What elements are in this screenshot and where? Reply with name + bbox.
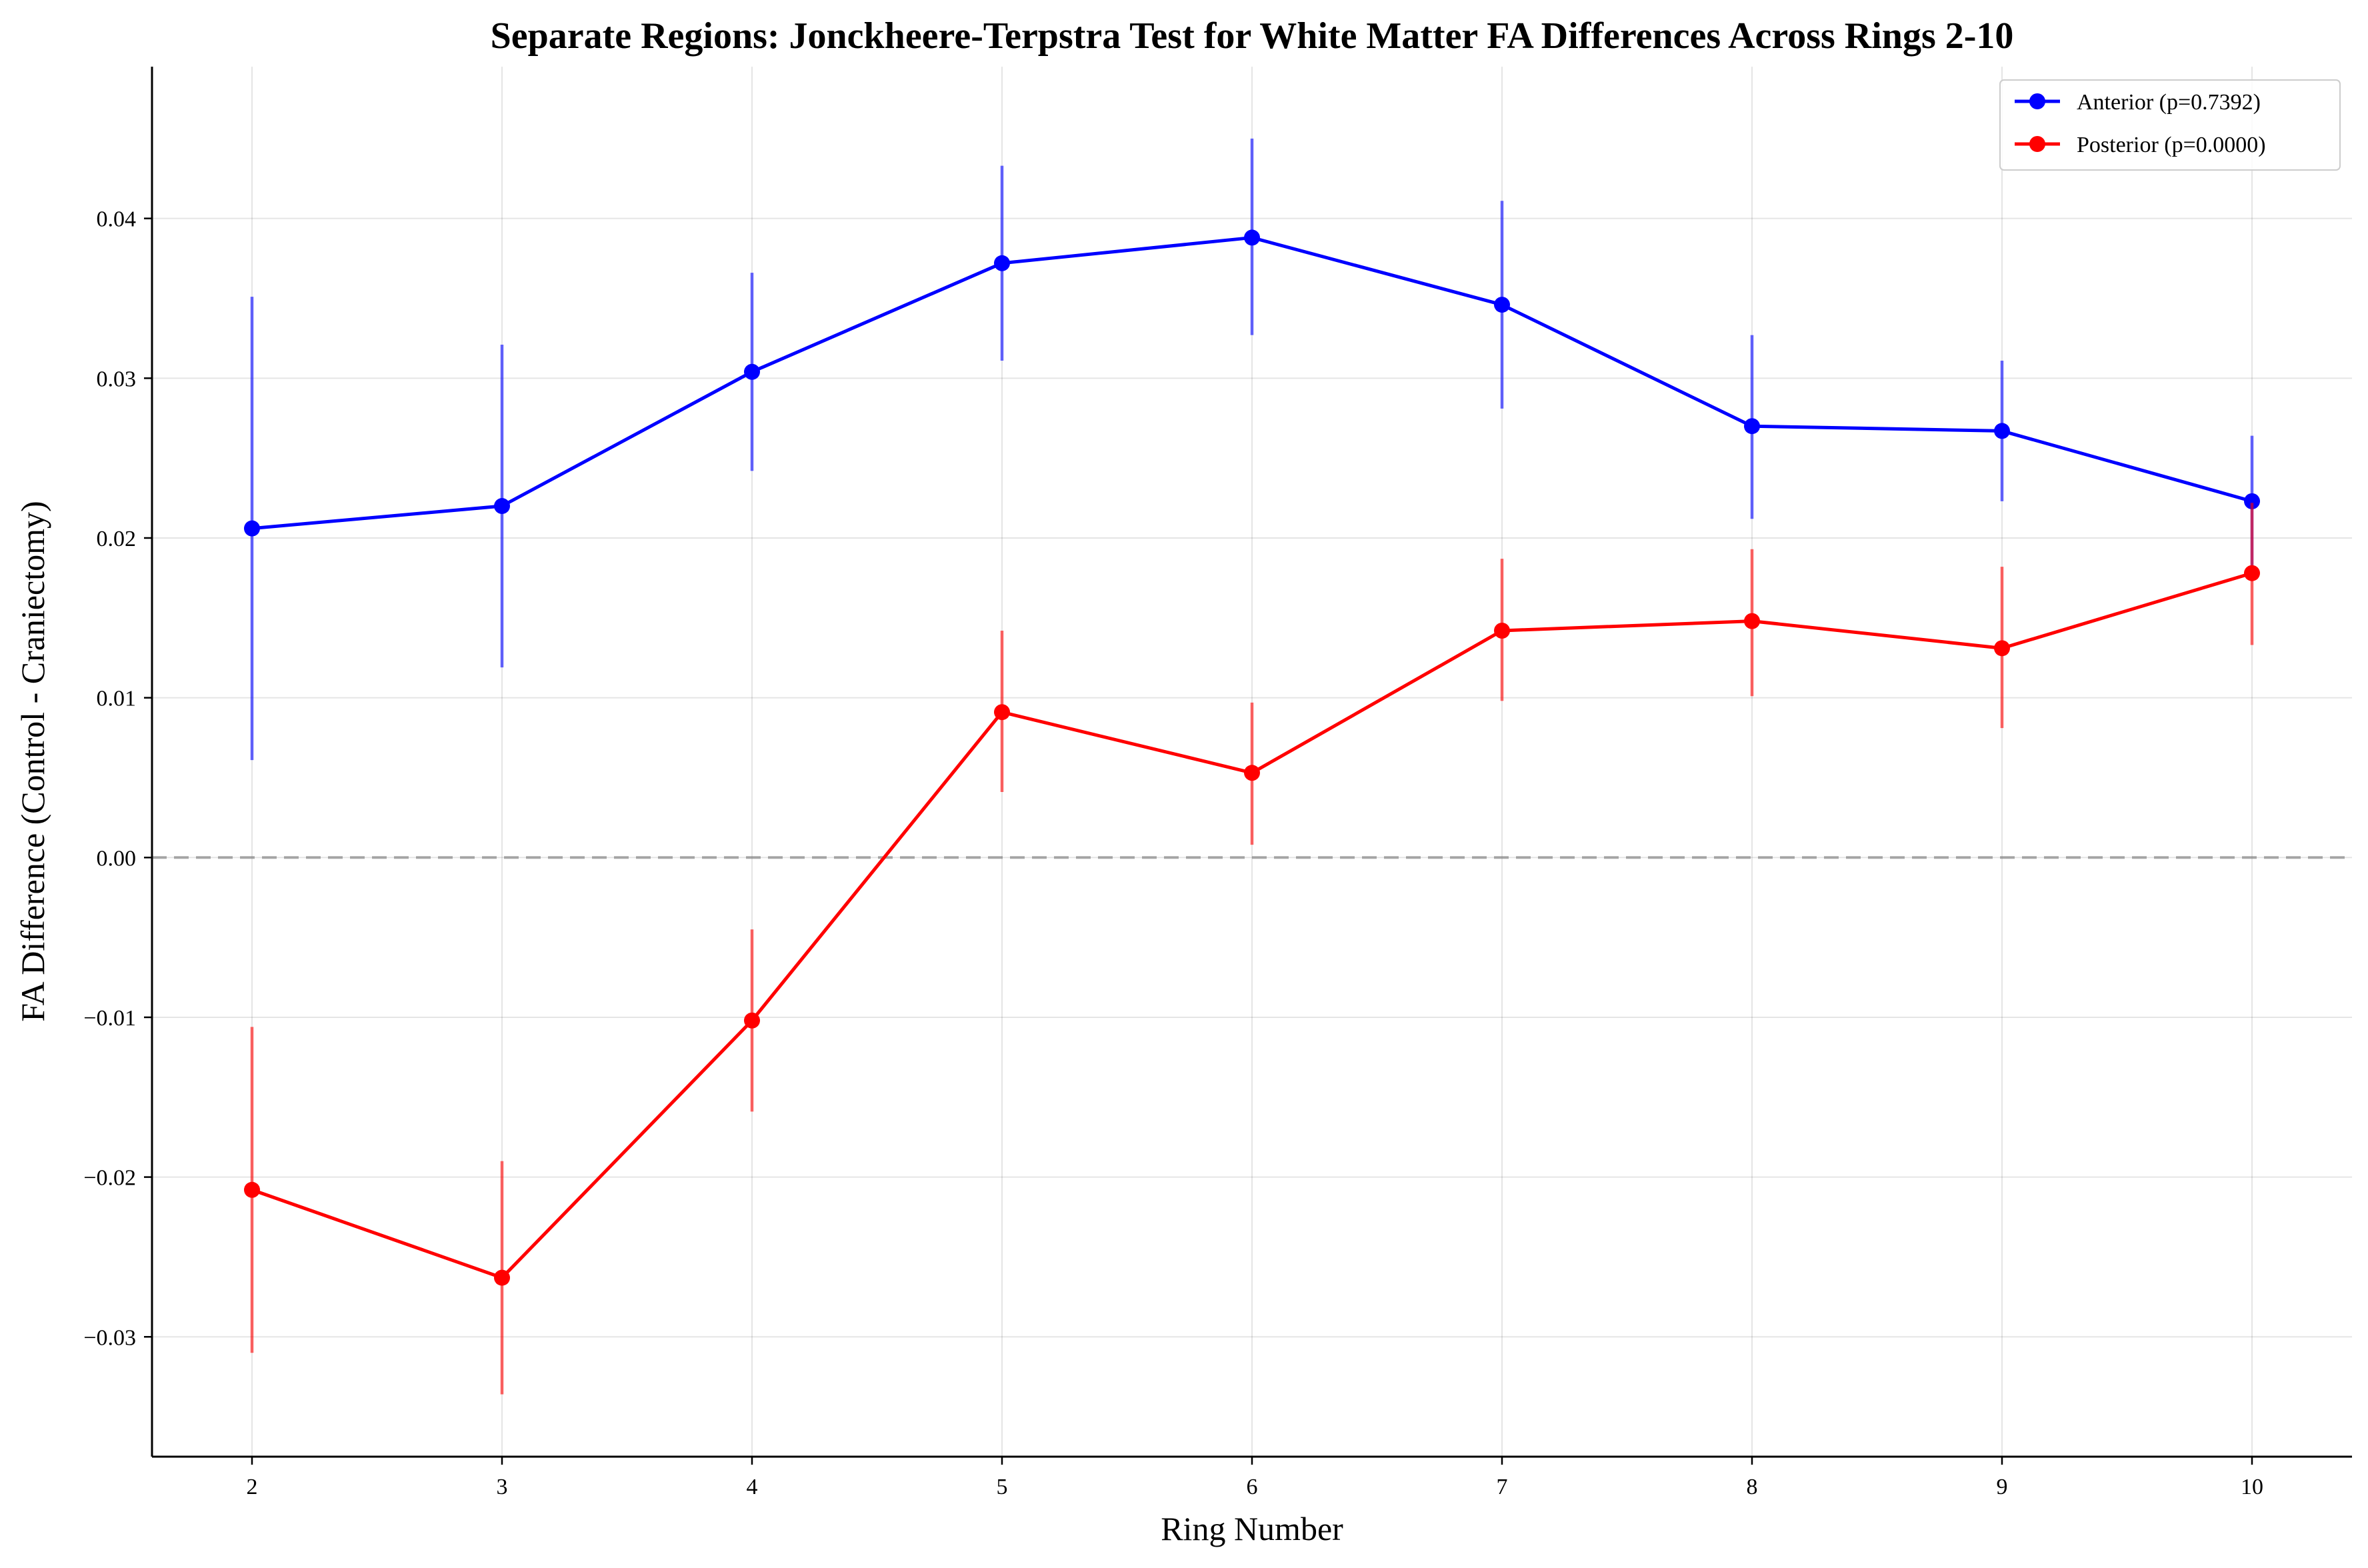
x-tick-label: 3 <box>497 1475 508 1499</box>
y-tick-label: 0.03 <box>97 367 137 391</box>
x-tick-label: 6 <box>1247 1475 1258 1499</box>
x-tick-label: 8 <box>1747 1475 1758 1499</box>
legend-item: Anterior (p=0.7392) <box>2015 90 2261 115</box>
y-ticks: −0.03 −0.02 −0.01 0.00 0.01 0.02 0.03 0.04 <box>83 207 152 1350</box>
data-point <box>1994 423 2010 439</box>
y-tick-label: 0.00 <box>97 846 137 871</box>
legend-item: Posterior (p=0.0000) <box>2015 133 2266 157</box>
data-point <box>1744 613 1760 629</box>
series-anterior <box>244 138 2260 761</box>
data-point <box>1744 418 1760 435</box>
data-point <box>994 255 1010 271</box>
x-tick-label: 7 <box>1497 1475 1508 1499</box>
data-point <box>744 363 760 380</box>
y-axis-label: FA Difference (Control - Craniectomy) <box>14 501 51 1021</box>
y-tick-label: −0.02 <box>83 1166 136 1191</box>
data-point <box>244 520 260 537</box>
x-ticks: 2 3 4 5 6 7 8 9 10 <box>247 1457 2263 1499</box>
y-tick-label: 0.02 <box>97 527 137 551</box>
x-tick-label: 4 <box>747 1475 758 1499</box>
data-point <box>494 498 510 515</box>
data-point <box>494 1269 510 1286</box>
y-tick-label: 0.01 <box>97 687 137 711</box>
data-point <box>1494 297 1510 313</box>
data-point <box>1244 765 1260 781</box>
y-tick-label: 0.04 <box>97 207 137 232</box>
chart-title: Separate Regions: Jonckheere-Terpstra Te… <box>491 15 2014 57</box>
legend-box <box>1999 79 2341 171</box>
x-tick-label: 5 <box>997 1475 1008 1499</box>
data-point <box>744 1012 760 1029</box>
legend-swatch-marker <box>2029 93 2045 109</box>
y-tick-label: −0.03 <box>83 1325 136 1350</box>
data-point <box>2244 565 2260 581</box>
series <box>244 138 2260 1395</box>
x-tick-label: 10 <box>2241 1475 2263 1499</box>
x-tick-label: 2 <box>247 1475 258 1499</box>
x-axis-label: Ring Number <box>1161 1510 1343 1547</box>
legend: Anterior (p=0.7392) Posterior (p=0.0000) <box>1999 79 2341 171</box>
data-point <box>1494 622 1510 639</box>
y-tick-label: −0.01 <box>83 1006 136 1031</box>
data-point <box>2244 493 2260 509</box>
legend-label: Anterior (p=0.7392) <box>2077 90 2261 115</box>
data-point <box>244 1181 260 1198</box>
data-point <box>994 704 1010 721</box>
x-tick-label: 9 <box>1997 1475 2008 1499</box>
data-point <box>1994 640 2010 657</box>
data-point <box>1244 229 1260 246</box>
legend-label: Posterior (p=0.0000) <box>2077 133 2266 157</box>
legend-swatch-marker <box>2029 136 2045 152</box>
series-posterior <box>244 503 2260 1395</box>
